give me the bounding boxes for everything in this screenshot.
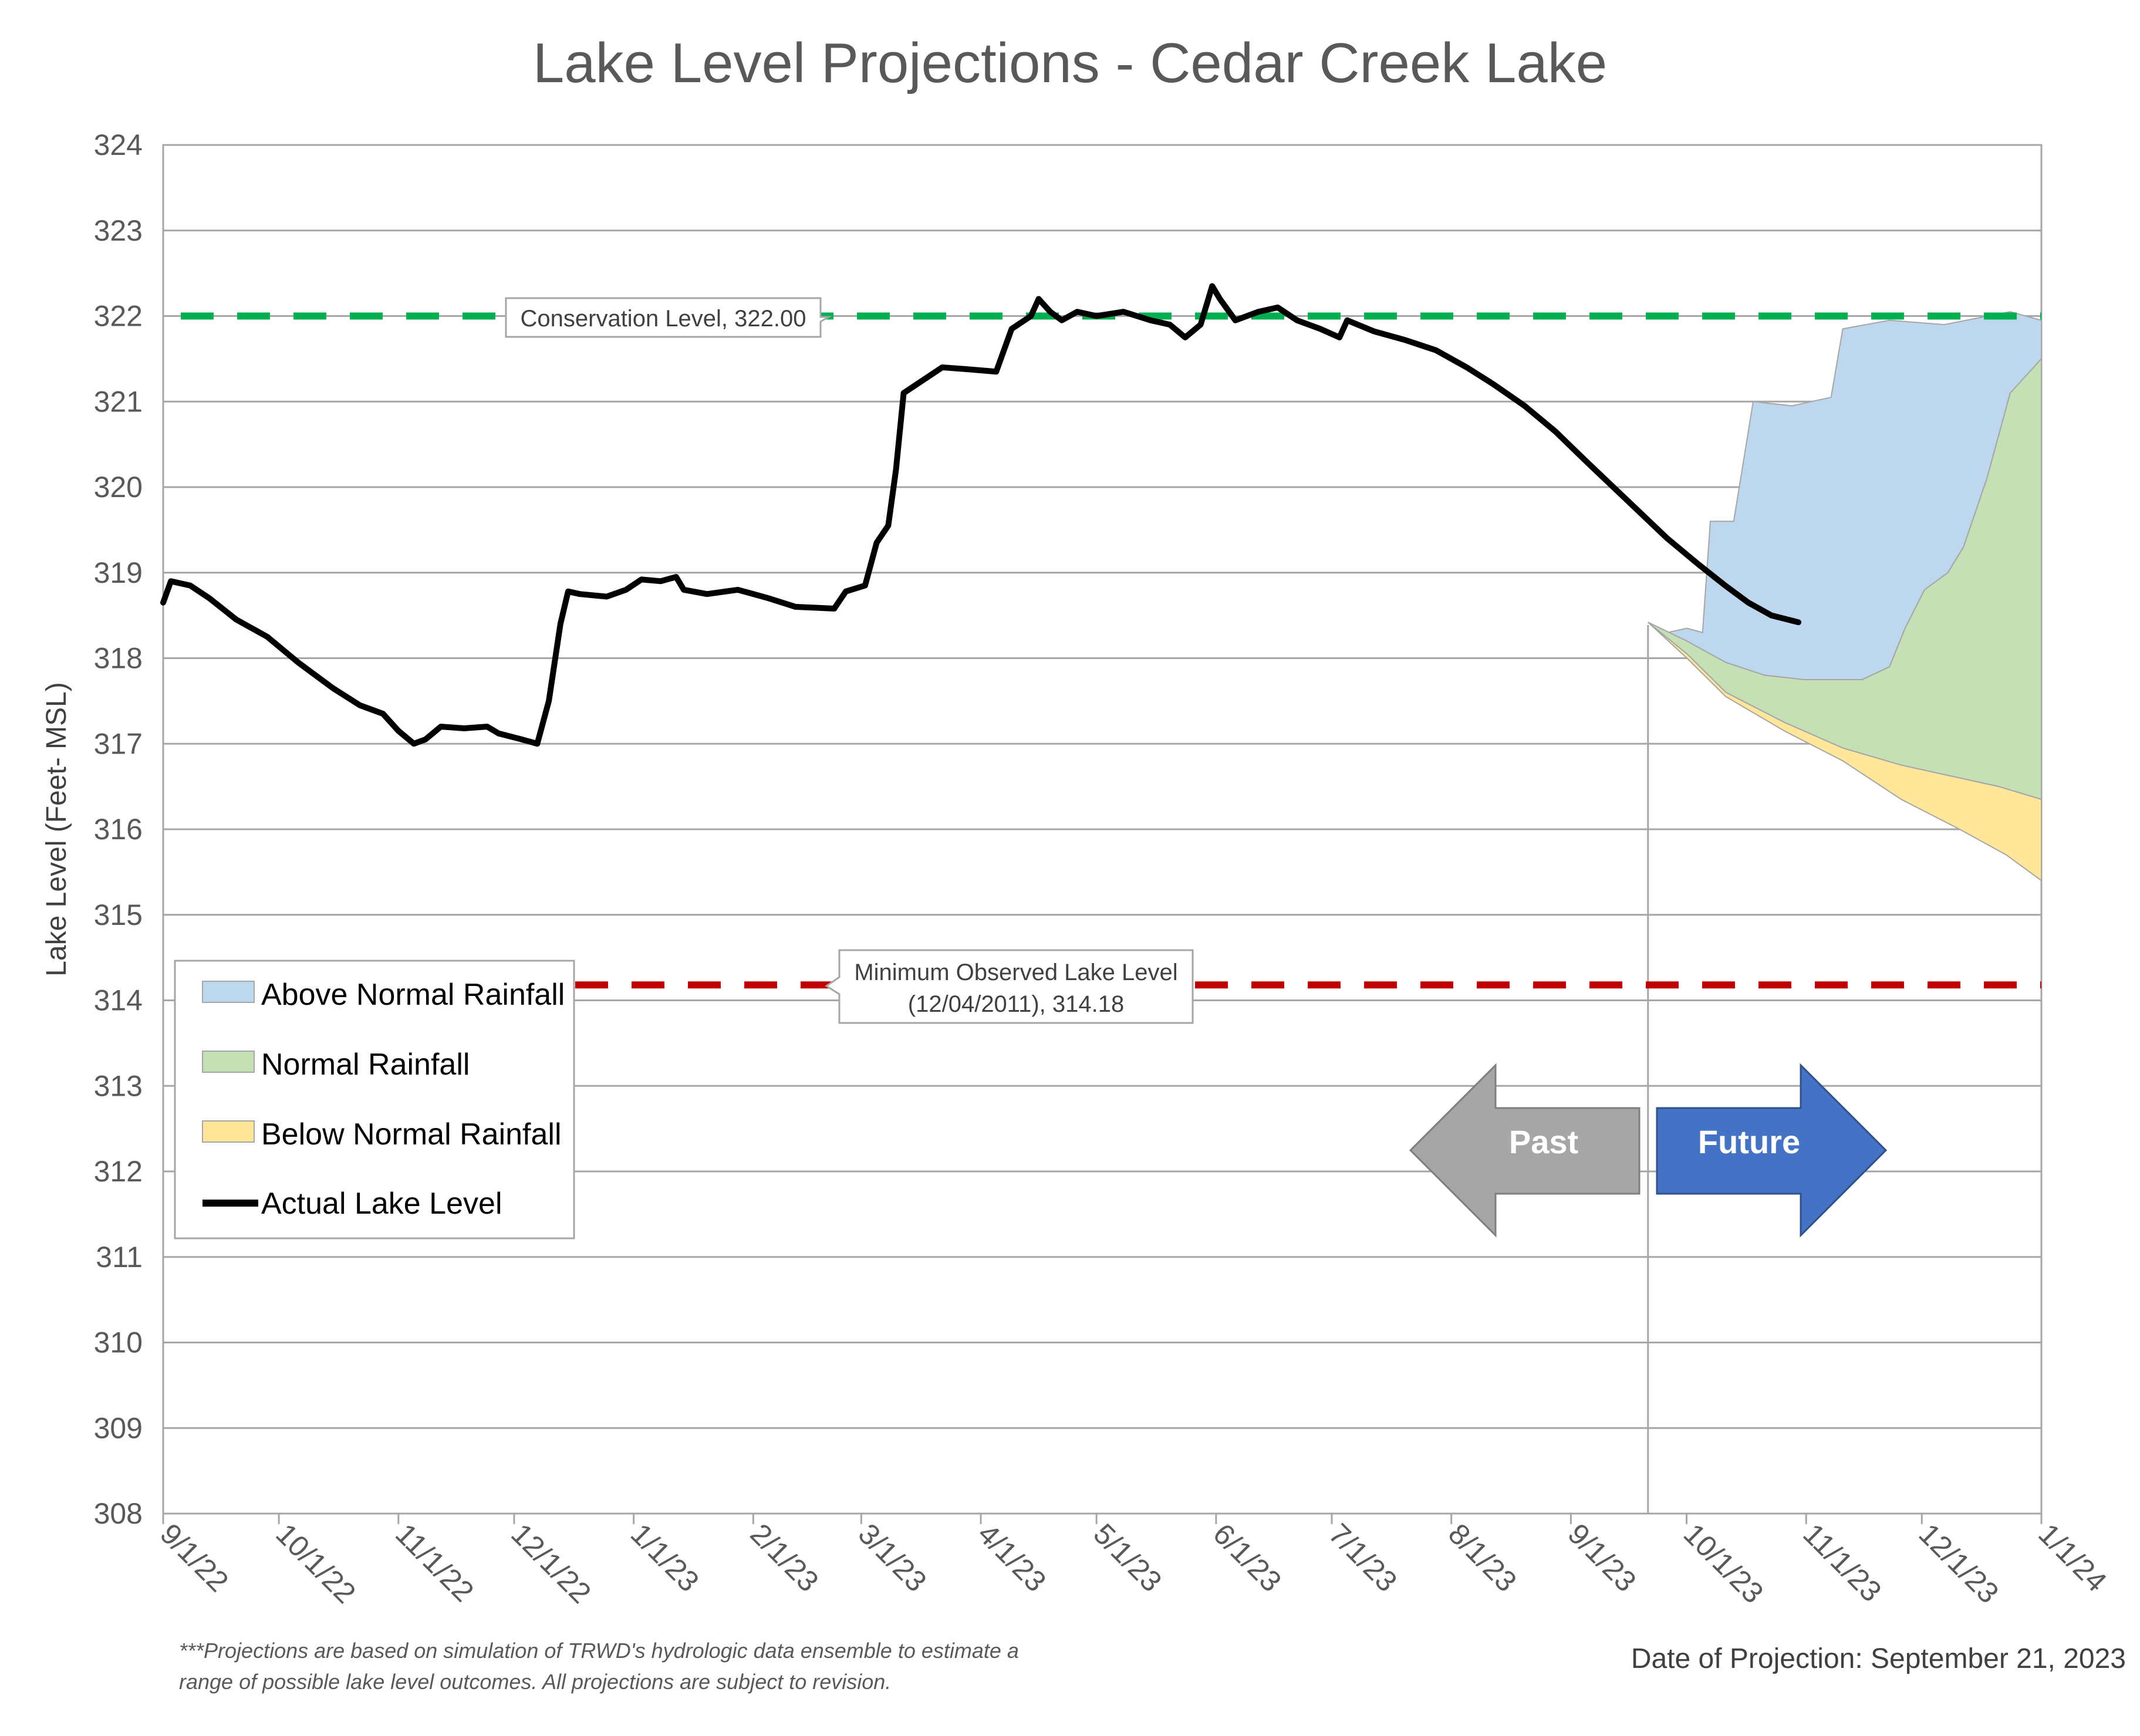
legend-box xyxy=(174,960,575,1239)
y-tick-311: 311 xyxy=(96,1241,143,1274)
minimum-callout: Minimum Observed Lake Level (12/04/2011)… xyxy=(825,949,1194,1024)
y-tick-314: 314 xyxy=(94,984,143,1017)
projection-date-text: Date of Projection: September 21, 2023 xyxy=(1631,1643,2126,1674)
y-tick-312: 312 xyxy=(94,1155,143,1188)
y-tick-320: 320 xyxy=(94,471,143,504)
past-arrow-label: Past xyxy=(1509,1123,1578,1160)
y-tick-310: 310 xyxy=(94,1326,143,1359)
actual-lake-level-group xyxy=(160,283,1802,747)
below-normal-area xyxy=(1648,622,2042,882)
y-tick-317: 317 xyxy=(94,727,143,760)
y-tick-323: 323 xyxy=(94,214,143,247)
legend-label-actual: Actual Lake Level xyxy=(261,1187,502,1221)
conservation-label: Conservation Level, 322.00 xyxy=(521,306,806,332)
y-tick-321: 321 xyxy=(94,385,143,418)
legend-swatch-above-normal xyxy=(202,981,255,1003)
past-arrow: Past xyxy=(1409,1063,1641,1238)
y-tick-309: 309 xyxy=(94,1411,143,1444)
footnote-line1: ***Projections are based on simulation o… xyxy=(179,1639,1019,1663)
y-tick-319: 319 xyxy=(94,556,143,589)
y-tick-316: 316 xyxy=(94,813,143,846)
legend-label-below-normal: Below Normal Rainfall xyxy=(261,1117,562,1151)
footnote-line2: range of possible lake level outcomes. A… xyxy=(179,1670,891,1694)
future-arrow-label: Future xyxy=(1698,1123,1800,1160)
y-tick-324: 324 xyxy=(94,129,143,161)
y-tick-318: 318 xyxy=(94,642,143,675)
y-tick-313: 313 xyxy=(94,1069,143,1102)
legend-label-normal: Normal Rainfall xyxy=(261,1048,470,1082)
conservation-callout: Conservation Level, 322.00 xyxy=(505,297,832,338)
projection-areas xyxy=(1648,311,2042,882)
minimum-label-line2: (12/04/2011), 314.18 xyxy=(908,991,1124,1017)
chart-title: Lake Level Projections - Cedar Creek Lak… xyxy=(533,32,1607,94)
y-tick-308: 308 xyxy=(94,1497,143,1530)
legend: Above Normal Rainfall Normal Rainfall Be… xyxy=(174,960,575,1239)
actual-lake-level-line xyxy=(160,283,1802,747)
y-tick-322: 322 xyxy=(94,300,143,333)
y-axis-tick-labels: 308 309 310 311 312 313 314 315 316 317 318 319 320 3… xyxy=(94,129,143,1530)
minimum-label-line1: Minimum Observed Lake Level xyxy=(854,960,1177,985)
conservation-callout-box xyxy=(505,297,832,338)
legend-swatch-normal xyxy=(202,1051,255,1073)
y-axis-label: Lake Level (Feet- MSL) xyxy=(41,682,72,977)
minimum-callout-box xyxy=(825,949,1194,1024)
y-tick-315: 315 xyxy=(94,899,143,931)
past-arrow-shape xyxy=(1409,1063,1641,1238)
legend-swatch-below-normal xyxy=(202,1120,255,1143)
legend-label-above-normal: Above Normal Rainfall xyxy=(261,978,565,1012)
future-arrow-shape xyxy=(1656,1063,1888,1238)
future-arrow: Future xyxy=(1656,1063,1888,1238)
